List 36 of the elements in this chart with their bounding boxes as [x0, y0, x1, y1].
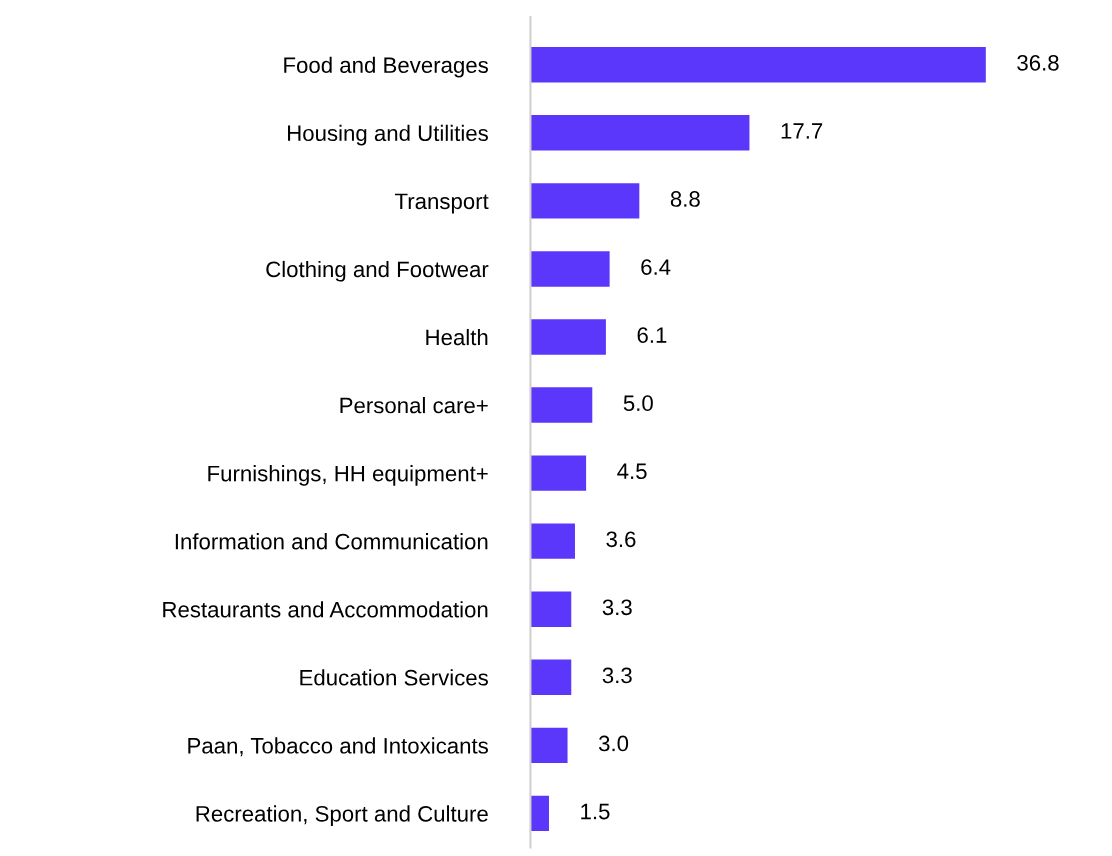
bar: [530, 47, 986, 83]
y-tick-label: Health: [426, 328, 488, 346]
data-label: 36.8: [1017, 54, 1059, 71]
y-tick-label: Education Services: [300, 669, 488, 686]
bar: [530, 115, 750, 151]
data-label: 6.4: [641, 259, 671, 275]
y-tick-label: Recreation, Sport and Culture: [196, 805, 488, 827]
y-tick-label: Transport: [395, 193, 489, 214]
y-tick-label: Information and Communication: [175, 533, 488, 550]
y-tick-label: Housing and Utilities: [288, 124, 488, 146]
data-label: 3.6: [606, 531, 636, 548]
data-label: 3.3: [602, 667, 632, 684]
data-label: 4.5: [617, 463, 647, 480]
y-tick-label: Clothing and Footwear: [266, 260, 489, 282]
data-label: 17.7: [781, 123, 823, 139]
data-label: 6.1: [637, 327, 667, 343]
y-tick-label: Paan, Tobacco and Intoxicants: [188, 737, 488, 757]
y-tick-label: Restaurants and Accommodation: [163, 601, 488, 618]
data-label: 3.3: [602, 599, 632, 616]
bar: [530, 591, 572, 627]
bar: [530, 523, 575, 559]
y-tick-label: Food and Beverages: [284, 56, 488, 78]
bar: [530, 727, 568, 764]
bar: [530, 183, 640, 219]
data-label: 5.0: [623, 395, 653, 412]
data-label: 3.0: [598, 735, 629, 752]
bar: [530, 455, 587, 491]
bar: [530, 659, 572, 695]
data-label: 8.8: [670, 191, 700, 207]
y-tick-label: Personal care+: [340, 397, 488, 414]
y-tick-label: Furnishings, HH equipment+: [208, 465, 488, 486]
bar: [530, 387, 593, 423]
data-label: 1.5: [581, 803, 610, 820]
bar: [530, 251, 610, 287]
bar: [530, 319, 606, 355]
bar: [530, 795, 549, 832]
